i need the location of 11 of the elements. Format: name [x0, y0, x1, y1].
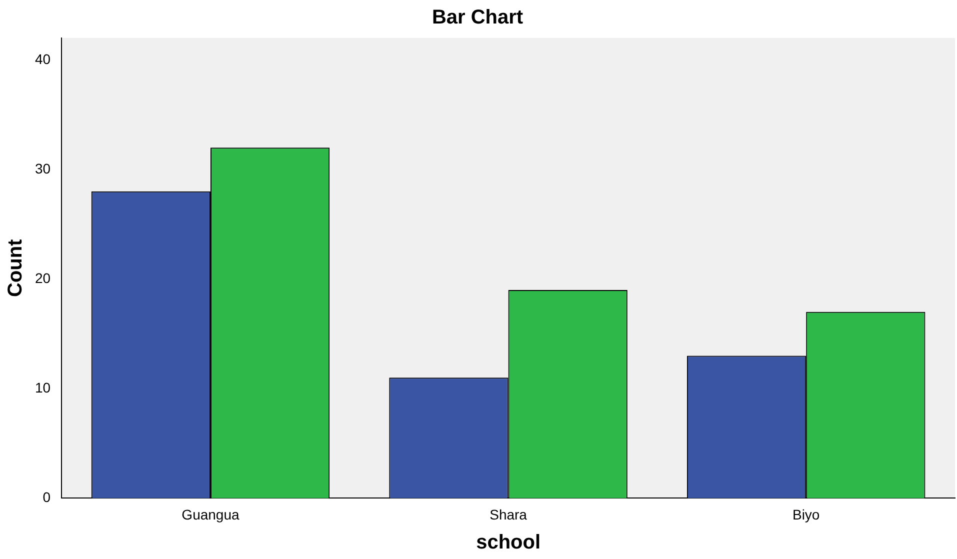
- y-tick-label: 40: [34, 50, 51, 67]
- x-tick-label: Guangua: [182, 506, 240, 522]
- x-tick-label: Shara: [490, 506, 528, 522]
- x-axis-title: school: [476, 532, 541, 554]
- y-tick-label: 10: [34, 379, 51, 396]
- y-tick-label: 20: [34, 270, 51, 286]
- y-tick-label: 30: [34, 160, 51, 176]
- x-tick-label: Biyo: [792, 506, 820, 522]
- y-axis-title: Count: [4, 238, 27, 297]
- chart-title: Bar Chart: [432, 6, 524, 29]
- y-tick-label: 0: [42, 489, 51, 506]
